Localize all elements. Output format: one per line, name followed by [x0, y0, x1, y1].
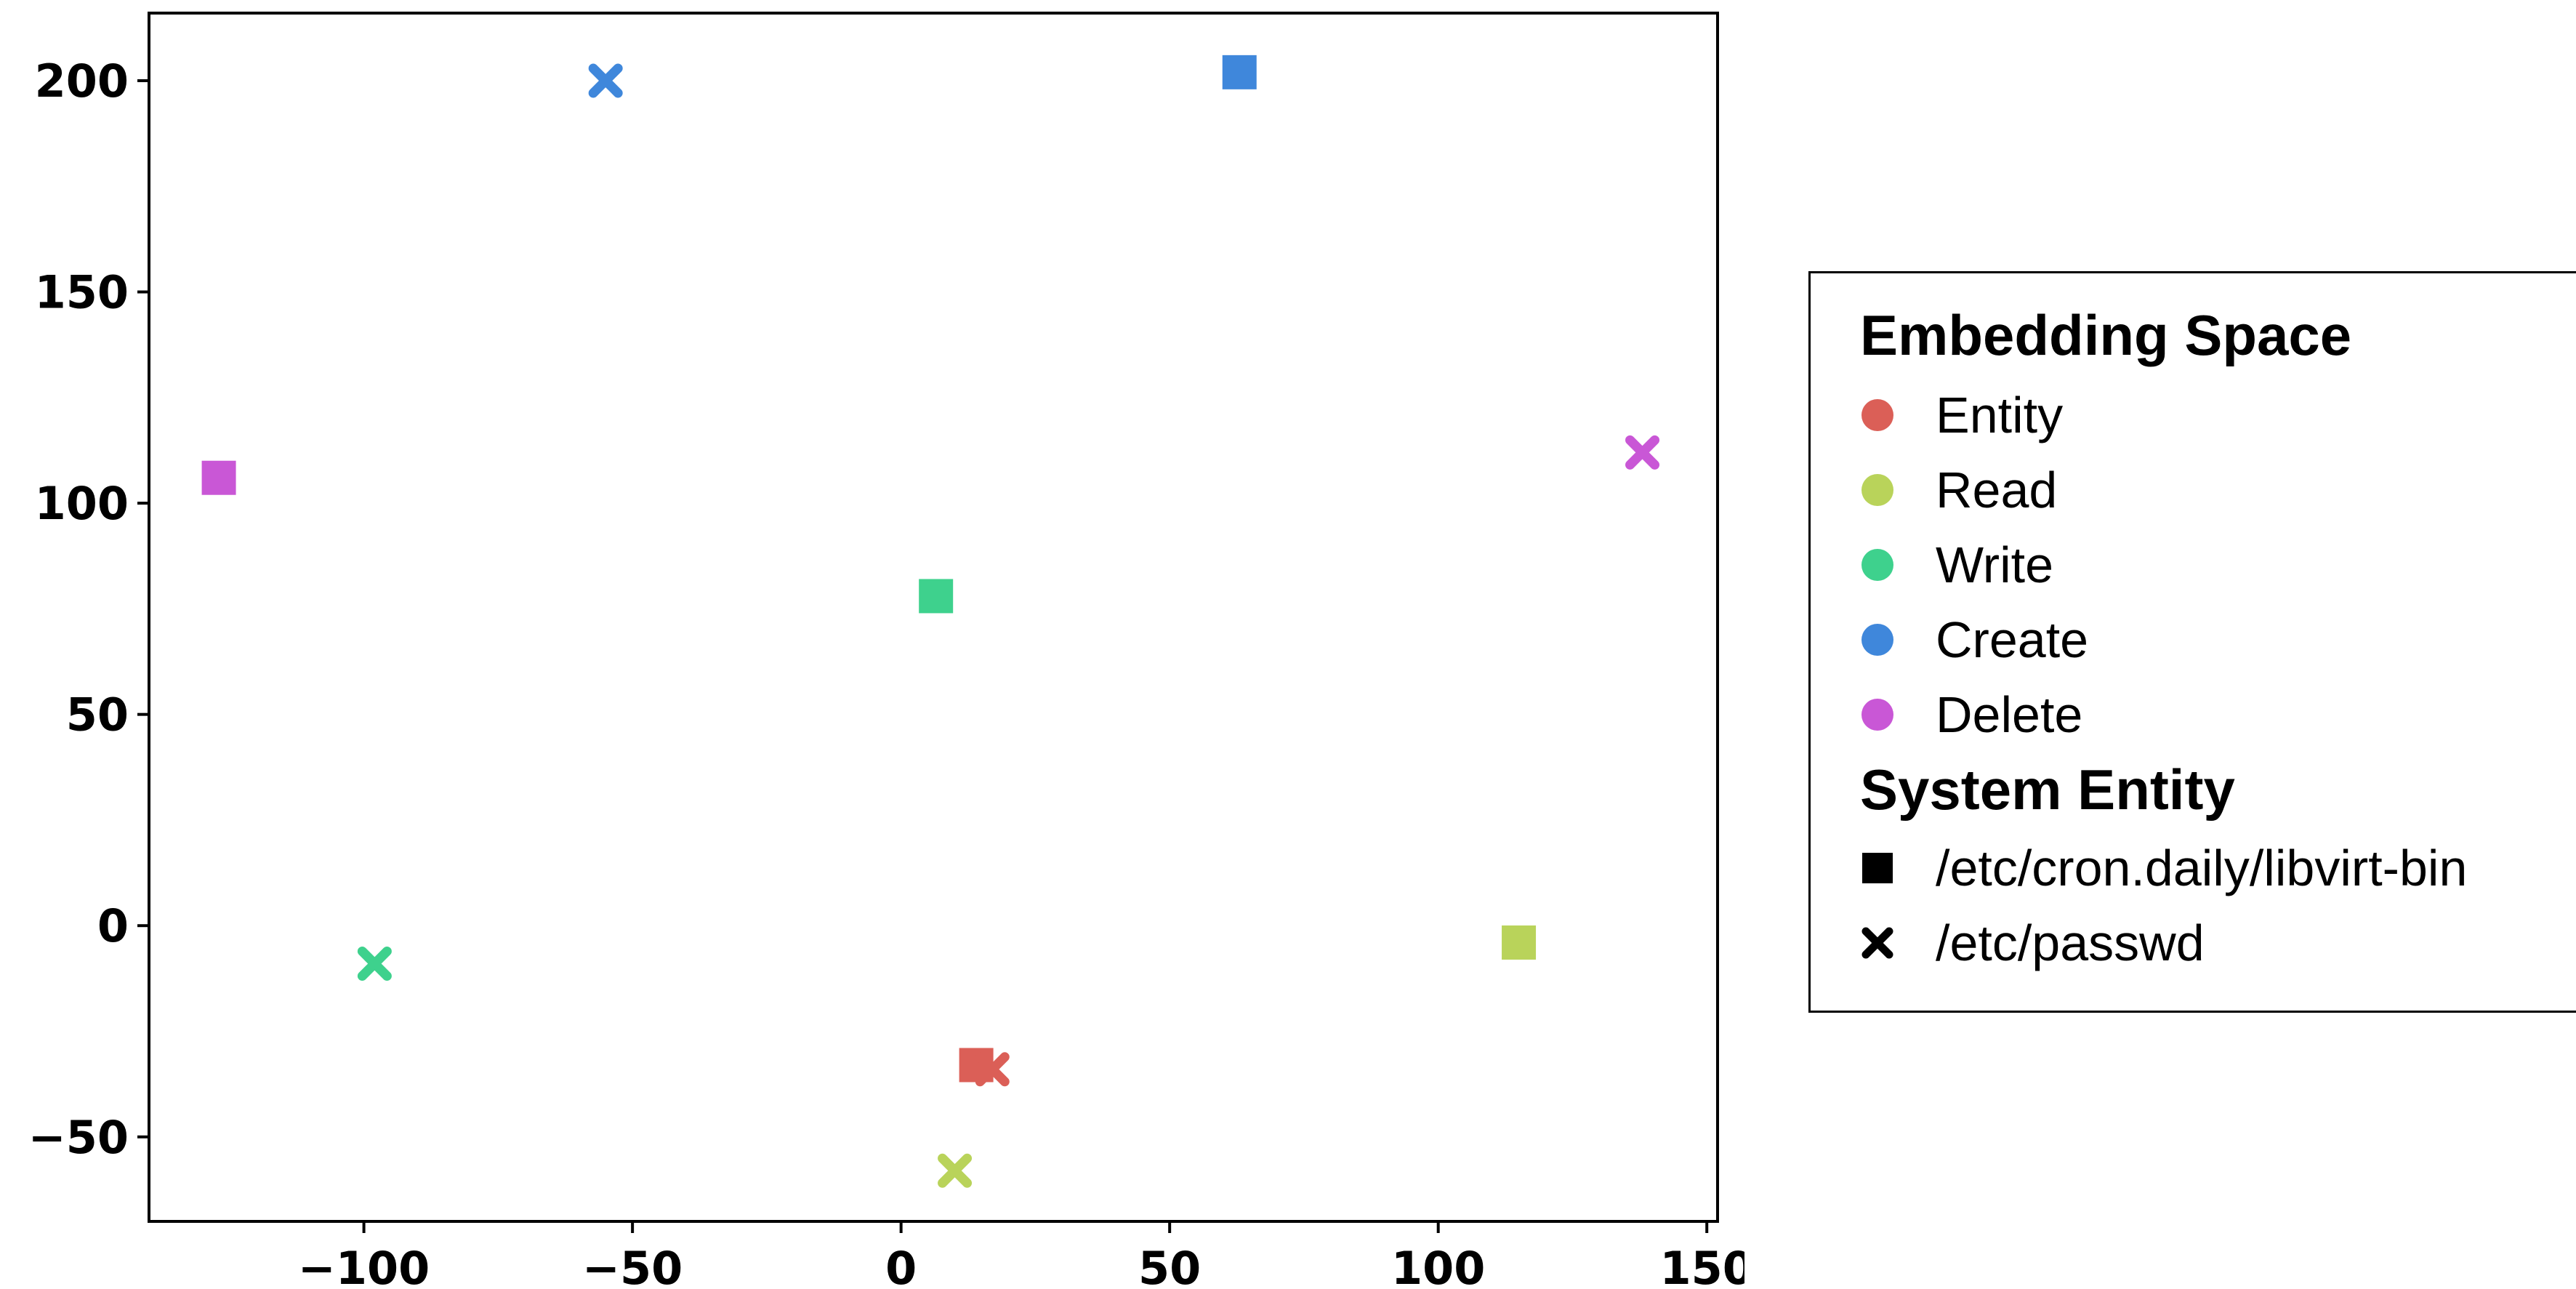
legend-label: Create — [1936, 611, 2089, 668]
legend-label: /etc/cron.daily/libvirt-bin — [1936, 840, 2468, 896]
point-square-delete — [199, 458, 238, 497]
legend-item-delete: Delete — [1860, 682, 2082, 747]
legend-item-passwd: /etc/passwd — [1860, 910, 2205, 976]
y-tick-label: 100 — [35, 477, 129, 530]
legend-title-system-entity: System Entity — [1860, 758, 2235, 822]
scatter-plot: −100 −50 0 50 100 150 −50 0 50 100 150 200 — [28, 12, 1744, 1289]
legend-label: Read — [1936, 462, 2058, 518]
legend-item-create: Create — [1860, 607, 2088, 672]
y-tick-label: 200 — [35, 55, 129, 108]
legend-label: Entity — [1936, 387, 2064, 443]
legend-label: Write — [1936, 537, 2054, 593]
circle-icon — [1860, 697, 1895, 732]
data-points — [199, 52, 1660, 1188]
legend: Embedding Space Entity Read Write Create… — [1808, 271, 2576, 1013]
square-icon — [1860, 851, 1895, 886]
x-tick-label: −50 — [582, 1242, 683, 1289]
x-tick-label: −100 — [298, 1242, 430, 1289]
legend-item-entity: Entity — [1860, 382, 2063, 448]
legend-label: /etc/passwd — [1936, 915, 2205, 971]
point-x-entity — [975, 1052, 1010, 1087]
point-x-write — [357, 947, 392, 981]
circle-icon — [1860, 473, 1895, 507]
point-square-create — [1220, 52, 1259, 92]
y-tick-label: −50 — [28, 1111, 129, 1164]
legend-item-libvirt-bin: /etc/cron.daily/libvirt-bin — [1860, 835, 2467, 901]
plot-area-frame — [148, 12, 1719, 1223]
y-tick-label: 50 — [66, 688, 129, 742]
circle-icon — [1860, 547, 1895, 582]
circle-icon — [1860, 622, 1895, 657]
x-tick-label: 0 — [885, 1242, 917, 1289]
point-square-read — [1500, 923, 1539, 962]
y-tick-label: 0 — [97, 899, 129, 952]
x-tick-label: 150 — [1660, 1242, 1744, 1289]
point-x-create — [588, 63, 623, 98]
x-tick-label: 50 — [1138, 1242, 1201, 1289]
point-x-read — [938, 1153, 973, 1188]
legend-label: Delete — [1936, 686, 2083, 743]
y-axis: −50 0 50 100 150 200 — [28, 55, 149, 1164]
x-tick-label: 100 — [1391, 1242, 1485, 1289]
x-axis: −100 −50 0 50 100 150 — [298, 1221, 1744, 1289]
legend-item-read: Read — [1860, 457, 2057, 523]
legend-title-embedding-space: Embedding Space — [1860, 303, 2352, 367]
point-x-delete — [1625, 435, 1660, 470]
circle-icon — [1860, 398, 1895, 433]
point-square-write — [917, 577, 956, 616]
y-tick-label: 150 — [35, 266, 129, 319]
x-marker-icon — [1860, 925, 1895, 960]
legend-item-write: Write — [1860, 532, 2053, 598]
